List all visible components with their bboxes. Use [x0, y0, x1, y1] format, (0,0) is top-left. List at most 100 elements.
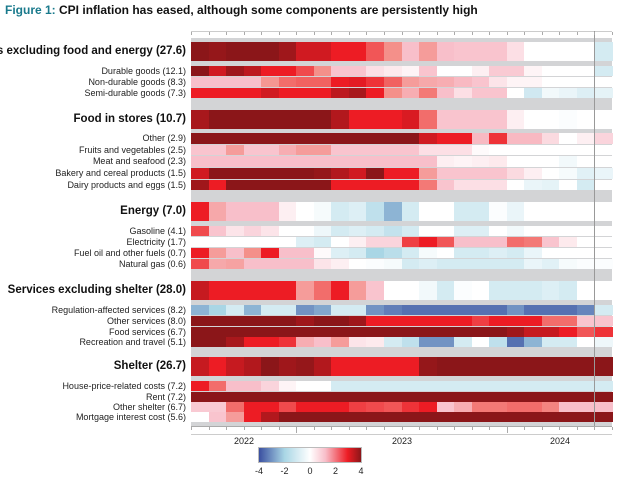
heatmap-cell: [489, 316, 508, 326]
heatmap-cell: [471, 412, 490, 422]
heatmap-cell: [348, 237, 368, 247]
heatmap-cell: [506, 392, 525, 402]
heatmap-cell: [313, 88, 332, 98]
heatmap-cell: [348, 156, 368, 167]
heatmap-cell: [261, 77, 280, 87]
heatmap-cell: [191, 133, 210, 144]
heatmap-cell: [594, 156, 613, 167]
heatmap-cell: [454, 316, 473, 326]
heatmap-cell: [313, 305, 332, 315]
heatmap-cell: [366, 77, 385, 87]
heatmap-cell: [261, 259, 280, 269]
heatmap-cell: [559, 327, 578, 337]
x-axis-tick: [489, 427, 491, 430]
heatmap-cell: [419, 381, 438, 391]
heatmap-cell: [576, 381, 596, 391]
heatmap-cell: [559, 248, 578, 258]
category-label: Energy (7.0): [120, 204, 186, 217]
heatmap-cell: [576, 357, 596, 376]
heatmap-cell: [278, 77, 297, 87]
heatmap-cell: [313, 259, 332, 269]
heatmap-cell: [331, 237, 350, 247]
heatmap-cell: [348, 316, 368, 326]
heatmap-cell: [436, 316, 455, 326]
top-axis-tick: [401, 32, 403, 35]
heatmap-cell: [261, 180, 280, 190]
heatmap-cell: [454, 77, 473, 87]
heatmap-cell: [471, 168, 490, 179]
heatmap-cell: [576, 327, 596, 337]
heatmap-cell: [191, 110, 210, 129]
subcategory-label: Recreation and travel (5.1): [79, 336, 186, 347]
heatmap-cell: [454, 168, 473, 179]
heatmap-cell: [524, 259, 543, 269]
heatmap-cell: [506, 168, 525, 179]
heatmap-cell: [331, 337, 350, 347]
heatmap-cell: [226, 357, 245, 376]
heatmap-cell: [559, 42, 578, 61]
heatmap-cell: [278, 357, 297, 376]
heatmap-cell: [489, 66, 508, 76]
heatmap-cell: [541, 110, 560, 129]
heatmap-cell: [506, 145, 525, 155]
heatmap-cell: [208, 168, 227, 179]
heatmap-cell: [383, 316, 403, 326]
heatmap-cell: [436, 392, 455, 402]
heatmap-cell: [348, 66, 368, 76]
heatmap-cell: [401, 259, 420, 269]
heatmap-cell: [208, 226, 227, 236]
heatmap-cell: [559, 202, 578, 221]
heatmap-cell: [541, 156, 560, 167]
heatmap-cell: [541, 327, 560, 337]
heatmap-cell: [541, 202, 560, 221]
heatmap-cell: [226, 180, 245, 190]
x-axis-tick: [348, 427, 350, 430]
heatmap-cell: [383, 357, 403, 376]
heatmap-cell: [454, 237, 473, 247]
heatmap-cell: [208, 237, 227, 247]
heatmap-cell: [454, 305, 473, 315]
heatmap-cell: [436, 88, 455, 98]
heatmap-cell: [594, 412, 613, 422]
heatmap-cell: [191, 66, 210, 76]
heatmap-cell: [471, 248, 490, 258]
heatmap-cell: [506, 327, 525, 337]
subcategory-label: Other shelter (6.7): [112, 401, 186, 412]
heatmap-cell: [436, 412, 455, 422]
heatmap-cell: [541, 381, 560, 391]
heatmap-cell: [366, 281, 385, 300]
heatmap-cell: [208, 133, 227, 144]
heatmap-cell: [489, 226, 508, 236]
heatmap-cell: [331, 412, 350, 422]
heatmap-cell: [243, 392, 262, 402]
heatmap-cell: [454, 180, 473, 190]
heatmap-cell: [208, 259, 227, 269]
heatmap-cell: [331, 402, 350, 412]
heatmap-cell: [541, 412, 560, 422]
heatmap-cell: [278, 145, 297, 155]
heatmap-cell: [243, 156, 262, 167]
heatmap-cell: [524, 110, 543, 129]
subcategory-label: Dairy products and eggs (1.5): [67, 179, 186, 190]
subcategory-label: Rent (7.2): [145, 391, 186, 402]
heatmap-cell: [261, 337, 280, 347]
heatmap-cell: [348, 226, 368, 236]
heatmap-cell: [419, 392, 438, 402]
heatmap-cell: [313, 77, 332, 87]
heatmap-cell: [208, 145, 227, 155]
heatmap-cell: [576, 168, 596, 179]
top-axis-tick: [313, 32, 315, 35]
heatmap-cell: [576, 202, 596, 221]
heatmap-cell: [436, 77, 455, 87]
heatmap-cell: [208, 392, 227, 402]
heatmap-cell: [594, 42, 613, 61]
heatmap-cell: [226, 145, 245, 155]
top-axis-tick: [612, 32, 613, 35]
subcategory-label: Bakery and cereal products (1.5): [55, 168, 186, 178]
heatmap-cell: [348, 402, 368, 412]
x-axis-tick: [191, 427, 192, 430]
heatmap-cell: [261, 168, 280, 179]
x-tick-label: 2022: [233, 436, 255, 446]
x-axis-tick: [419, 427, 421, 430]
x-axis-tick: [208, 427, 210, 430]
